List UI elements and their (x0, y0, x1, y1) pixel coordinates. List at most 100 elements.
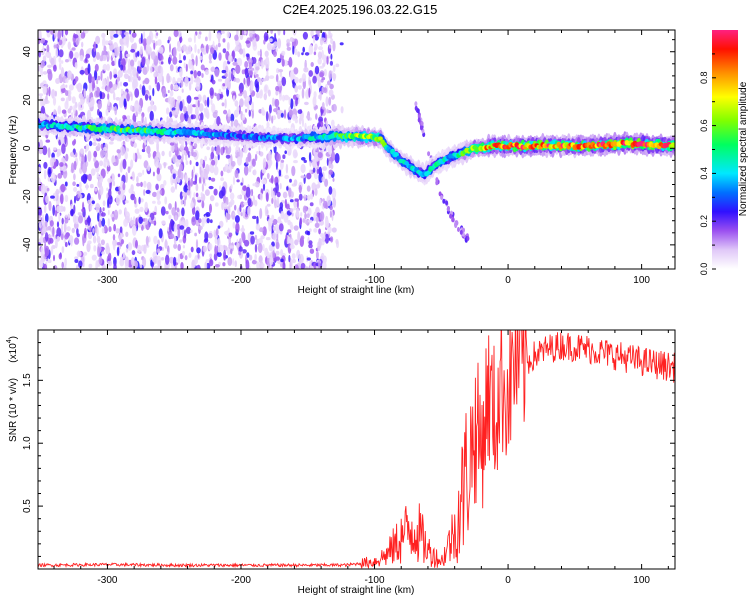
noise-speck (99, 185, 104, 196)
noise-speck (330, 53, 333, 60)
noise-speck (143, 160, 149, 169)
noise-speck (46, 187, 50, 192)
noise-speck (136, 148, 139, 156)
noise-speck (144, 77, 150, 85)
noise-speck (38, 93, 44, 97)
noise-speck (274, 177, 277, 184)
noise-speck (193, 70, 197, 79)
noise-speck (221, 102, 225, 107)
noise-speck (266, 251, 270, 259)
noise-speck (325, 96, 329, 107)
noise-speck (75, 110, 78, 117)
noise-speck (95, 35, 101, 45)
noise-speck (123, 70, 128, 74)
noise-speck (328, 70, 333, 80)
noise-speck (61, 217, 64, 225)
noise-speck (58, 39, 63, 46)
noise-speck (63, 263, 67, 269)
noise-speck (140, 198, 144, 203)
noise-speck (261, 107, 265, 116)
noise-speck (175, 100, 179, 112)
noise-speck (137, 60, 141, 67)
noise-speck (208, 60, 212, 64)
noise-speck (205, 36, 208, 42)
noise-speck (275, 228, 280, 235)
noise-speck (224, 98, 227, 109)
noise-speck (324, 178, 329, 187)
noise-speck (330, 38, 334, 45)
noise-speck (50, 195, 55, 199)
noise-speck (96, 78, 99, 85)
noise-speck (273, 226, 276, 232)
noise-speck (103, 157, 107, 168)
noise-speck (294, 85, 299, 93)
noise-speck (156, 173, 162, 182)
noise-speck (81, 41, 84, 48)
colorbar: 0.0 0.2 0.4 0.6 0.8 Normalized spectral ampl… (699, 30, 749, 275)
noise-speck (80, 32, 86, 39)
noise-speck (206, 96, 210, 108)
noise-speck (187, 44, 192, 55)
noise-speck (193, 192, 196, 199)
noise-speck (181, 150, 187, 156)
noise-speck (157, 73, 163, 83)
noise-speck (317, 79, 322, 88)
noise-speck (329, 60, 333, 66)
noise-speck (331, 119, 335, 127)
noise-speck (323, 54, 327, 65)
noise-speck (139, 46, 143, 55)
noise-speck (260, 235, 265, 240)
noise-speck (176, 224, 181, 231)
noise-speck (106, 85, 110, 93)
noise-speck (172, 76, 176, 85)
noise-speck (300, 175, 306, 179)
secondary-trace-speck (420, 125, 423, 131)
noise-speck (197, 100, 200, 108)
noise-speck (331, 227, 337, 233)
noise-speck (340, 106, 344, 114)
noise-speck (106, 63, 110, 71)
noise-speck (173, 46, 177, 58)
noise-speck (230, 199, 235, 206)
noise-speck (234, 215, 240, 224)
noise-speck (58, 213, 61, 222)
noise-speck (82, 236, 85, 247)
noise-speck (271, 97, 275, 107)
noise-speck (267, 217, 273, 227)
noise-speck (257, 77, 261, 82)
noise-speck (297, 109, 303, 114)
noise-speck (184, 76, 189, 87)
noise-speck (72, 213, 77, 224)
noise-speck (280, 159, 285, 163)
noise-speck (165, 254, 170, 265)
noise-speck (139, 264, 143, 269)
noise-speck (301, 88, 305, 99)
noise-speck (49, 220, 54, 227)
noise-speck (185, 152, 188, 161)
noise-speck (116, 242, 121, 246)
noise-speck (276, 153, 281, 162)
noise-speck (214, 68, 220, 78)
snr-xlabel: Height of straight line (km) (298, 585, 415, 596)
noise-speck (291, 212, 294, 217)
noise-speck (177, 227, 181, 239)
noise-speck (68, 235, 74, 244)
noise-speck (161, 150, 165, 157)
noise-speck (195, 210, 200, 221)
noise-speck (250, 80, 254, 91)
noise-speck (79, 148, 85, 154)
noise-speck (99, 90, 103, 100)
noise-speck (100, 239, 105, 246)
noise-speck (279, 71, 283, 78)
noise-speck (226, 31, 230, 39)
noise-speck (136, 176, 139, 183)
noise-speck (328, 30, 331, 35)
noise-speck (57, 148, 62, 156)
noise-speck (61, 261, 64, 269)
noise-speck (118, 186, 121, 191)
noise-speck (177, 244, 181, 251)
noise-speck (314, 187, 318, 196)
noise-speck (185, 160, 189, 165)
noise-speck (106, 76, 110, 87)
noise-speck (282, 261, 286, 269)
